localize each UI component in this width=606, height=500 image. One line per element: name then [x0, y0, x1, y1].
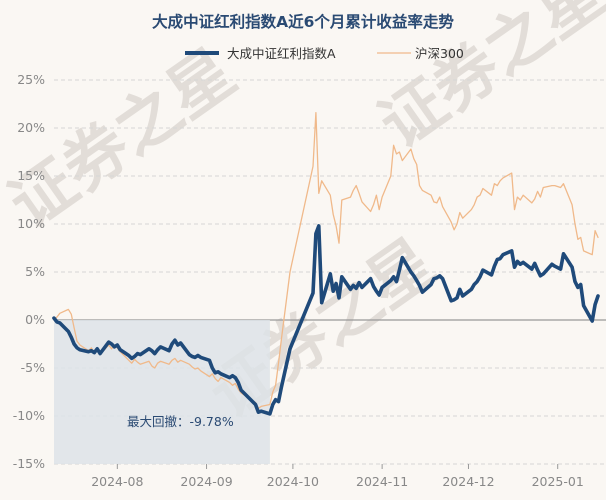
y-tick-label: 0% — [25, 312, 45, 327]
x-tick-label: 2025-01 — [532, 474, 584, 489]
y-tick-label: 25% — [17, 72, 45, 87]
x-tick-label: 2024-08 — [91, 474, 143, 489]
y-tick-label: 20% — [17, 120, 45, 135]
y-tick-label: -10% — [13, 408, 45, 423]
x-tick-label: 2024-10 — [267, 474, 319, 489]
legend-label-index: 沪深300 — [415, 46, 464, 61]
drawdown-area — [54, 320, 270, 464]
x-tick-label: 2024-09 — [180, 474, 232, 489]
series-group — [52, 111, 600, 416]
y-tick-label: 15% — [17, 168, 45, 183]
legend-label-fund: 大成中证红利指数A — [227, 46, 336, 61]
y-tick-label: 10% — [17, 216, 45, 231]
chart-title: 大成中证红利指数A近6个月累计收益率走势 — [152, 12, 454, 31]
y-axis: 25% 20% 15% 10% 5% 0% -5% -10% -15% — [13, 72, 45, 471]
x-axis: 2024-08 2024-09 2024-10 2024-11 2024-12 2025-… — [91, 464, 584, 489]
series-line-fund — [52, 224, 600, 416]
series-line-index — [53, 111, 599, 409]
legend: 大成中证红利指数A 沪深300 — [185, 46, 464, 61]
y-tick-label: -15% — [13, 456, 45, 471]
x-tick-label: 2024-12 — [442, 474, 494, 489]
y-tick-label: -5% — [21, 360, 45, 375]
watermark-text: 证券之星 — [0, 36, 249, 243]
y-tick-label: 5% — [25, 264, 45, 279]
x-tick-label: 2024-11 — [356, 474, 408, 489]
drawdown-label: 最大回撤：-9.78% — [127, 414, 234, 429]
drawdown-region — [54, 320, 270, 464]
